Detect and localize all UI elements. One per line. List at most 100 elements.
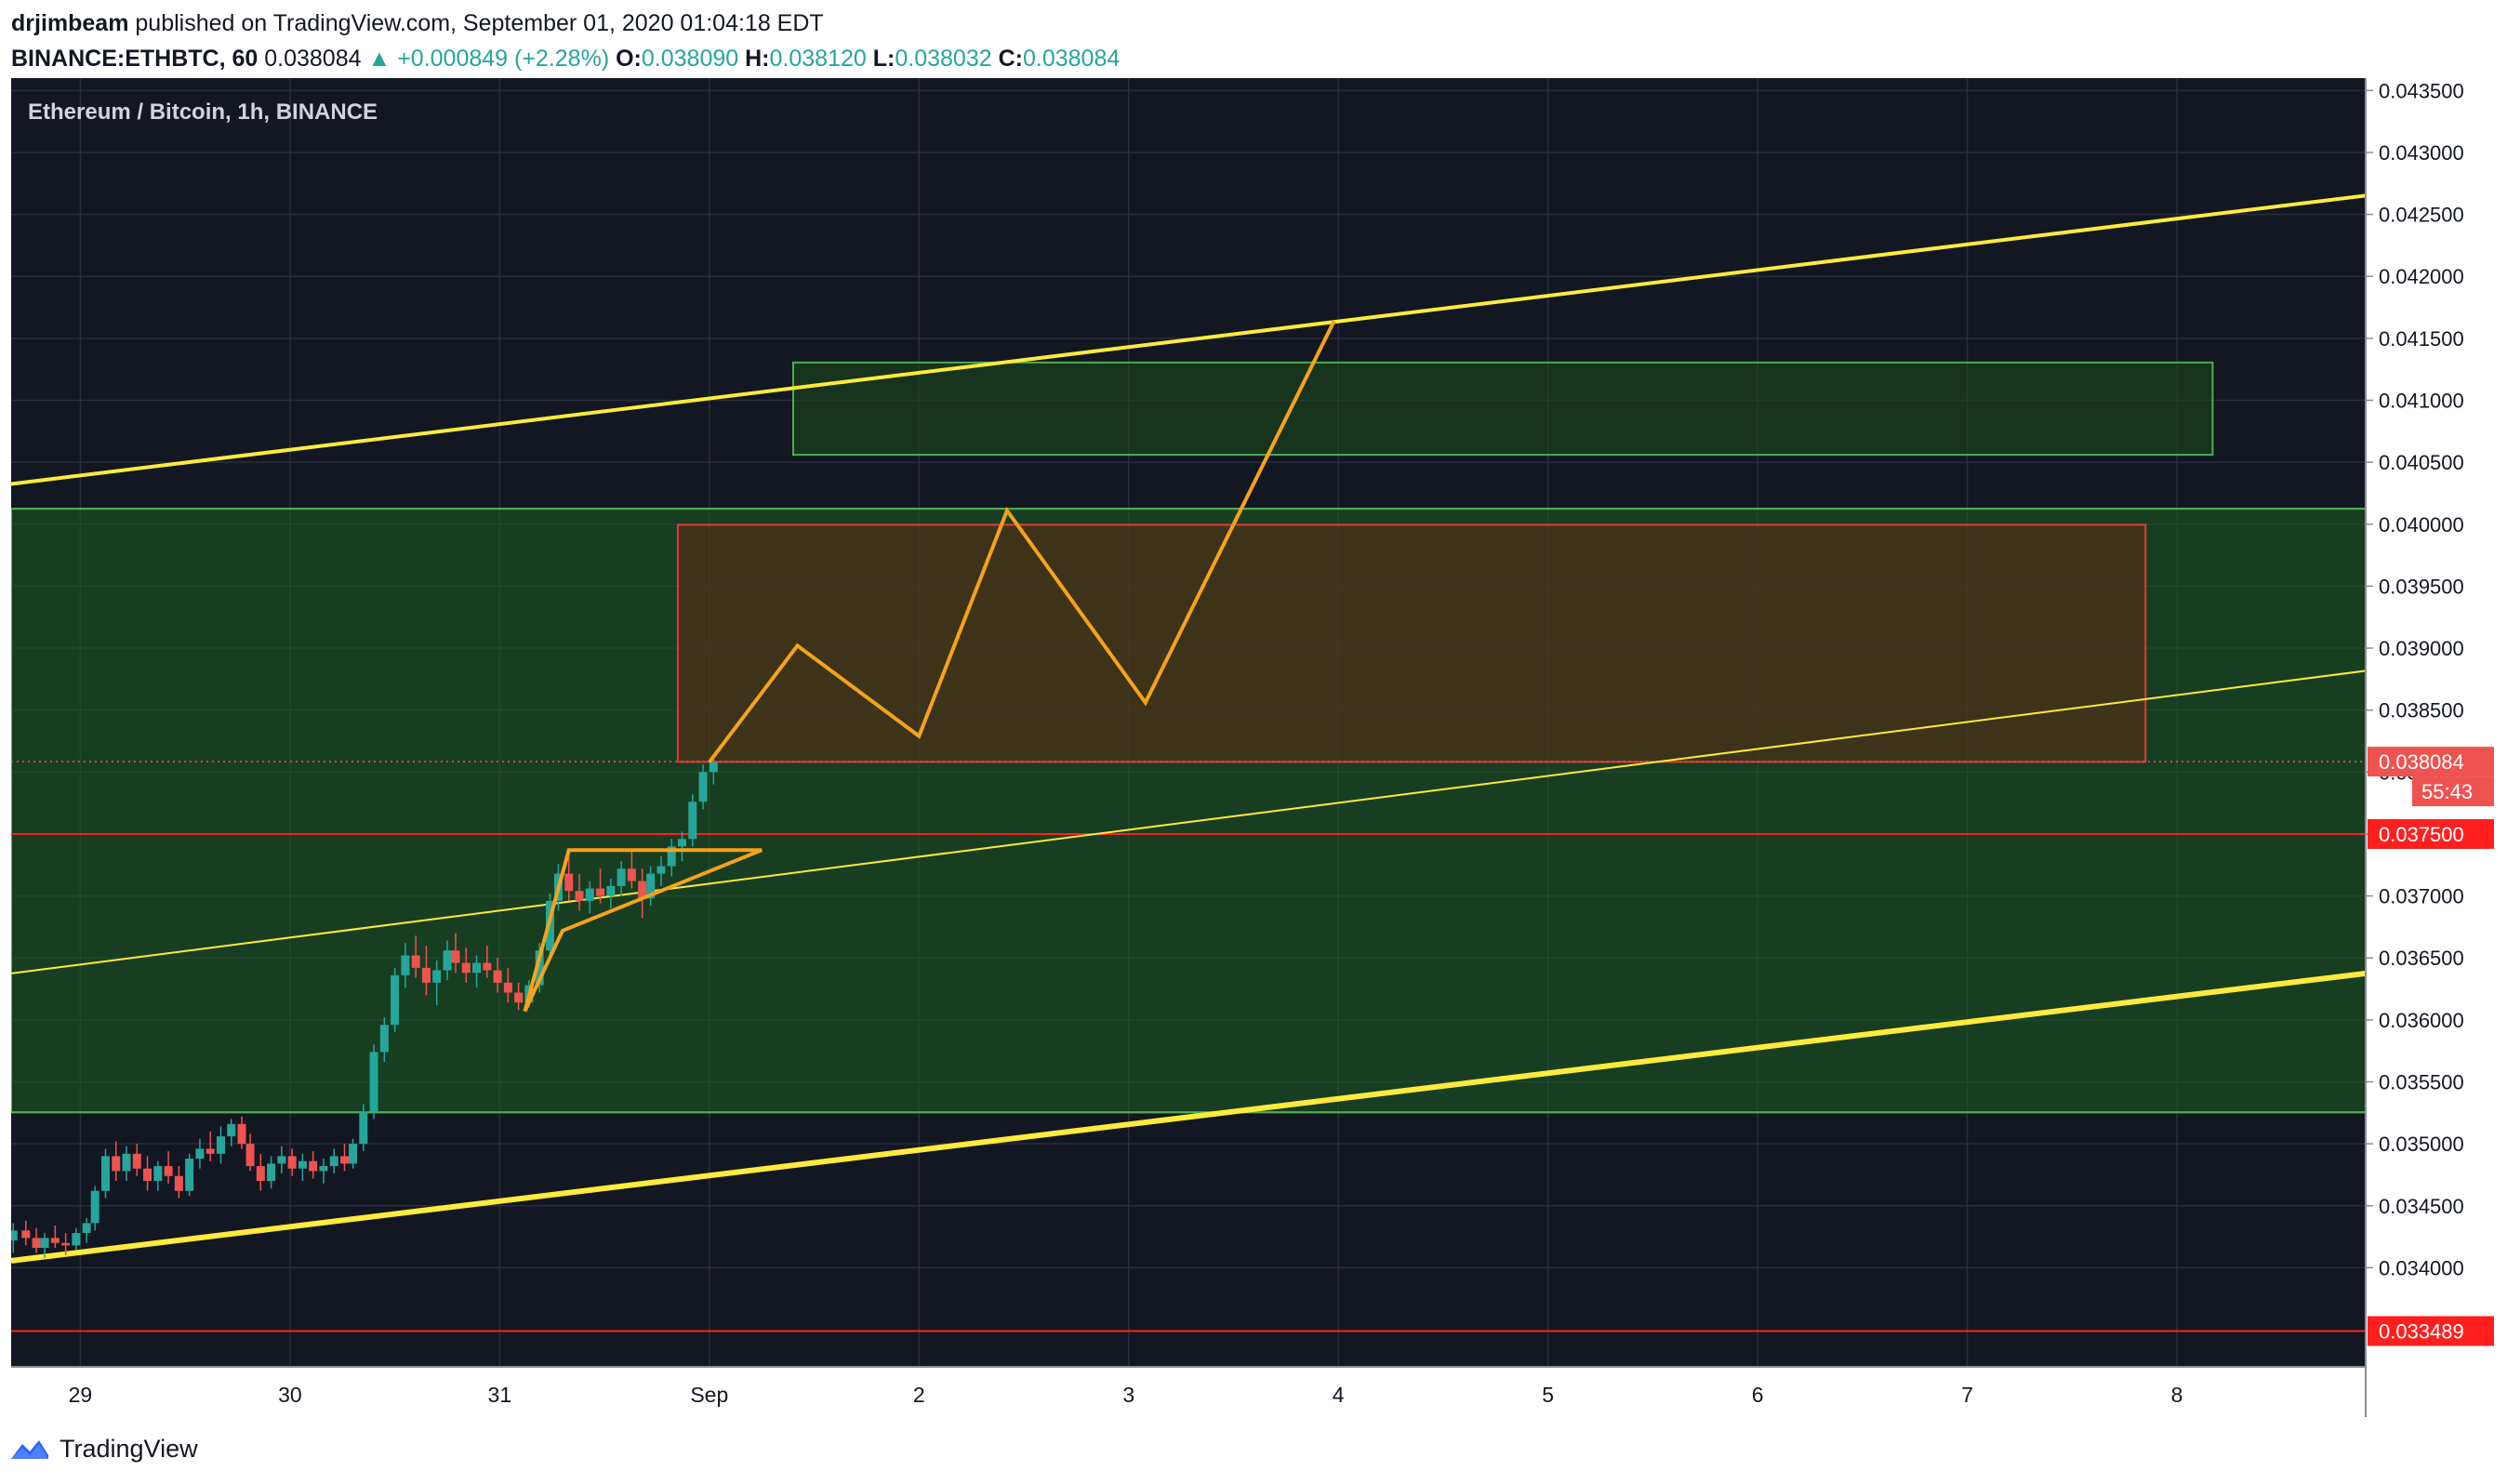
candle-body [267, 1163, 276, 1182]
symbol-line: BINANCE:ETHBTC, 60 0.038084 ▲ +0.000849 … [11, 41, 2485, 76]
candle-body [391, 974, 400, 1026]
price-label-box [2368, 1316, 2494, 1346]
candle-body [401, 955, 410, 975]
publish-line: drjimbeam published on TradingView.com, … [11, 6, 2485, 41]
candle-body [698, 772, 708, 802]
y-tick-label: 0.034500 [2379, 1195, 2464, 1218]
x-tick-label: 31 [488, 1383, 512, 1407]
candle-body [421, 967, 431, 983]
low-value: 0.038032 [895, 46, 992, 72]
candle-body [256, 1166, 265, 1182]
triangle-up-icon: ▲ [367, 46, 391, 72]
tradingview-logo-icon[interactable] [9, 1437, 50, 1461]
price-chart[interactable]: Ethereum / Bitcoin, 1h, BINANCE 0.043500 0… [11, 78, 2496, 1417]
candle-body [245, 1144, 255, 1167]
candle-body [646, 873, 656, 899]
close-label: C: [998, 46, 1023, 72]
y-tick-label: 0.042000 [2379, 265, 2464, 288]
price-label-box [2368, 747, 2494, 777]
candle-body [535, 950, 544, 986]
y-tick-label: 0.035000 [2379, 1133, 2464, 1156]
y-tick-label: 0.038500 [2379, 699, 2464, 722]
price-label-text: 0.038084 [2379, 750, 2464, 774]
candle-body [627, 868, 636, 881]
candle-body [564, 873, 574, 892]
change-value: +0.000849 (+2.28%) [397, 46, 610, 72]
candle-body [667, 846, 676, 867]
candle-body [185, 1159, 194, 1191]
footer: TradingView [9, 1430, 198, 1467]
target-box-zone [791, 361, 2214, 457]
x-tick-label: 29 [69, 1383, 93, 1407]
countdown-box [2412, 776, 2494, 807]
candle-body [596, 888, 605, 896]
candle-body [72, 1233, 81, 1246]
y-tick-label: 0.037000 [2379, 885, 2464, 908]
candle-body [638, 881, 647, 899]
low-label: L: [872, 46, 895, 72]
candle-body [329, 1156, 338, 1167]
middle-line-trendline [11, 669, 2367, 974]
candle-body [657, 866, 666, 874]
author-name[interactable]: drjimbeam [11, 10, 129, 36]
x-tick-label: 30 [278, 1383, 302, 1407]
candle-body [195, 1148, 205, 1159]
x-tick-label: 7 [1961, 1383, 1973, 1407]
y-tick-label: 0.039500 [2379, 575, 2464, 598]
candle-body [216, 1136, 225, 1154]
x-tick-label: 8 [2171, 1383, 2183, 1407]
candle-body [82, 1223, 91, 1234]
y-tick-label: 0.040500 [2379, 451, 2464, 474]
price-label-box [2368, 818, 2494, 849]
candle-body [206, 1148, 215, 1154]
candle-body [503, 982, 512, 993]
candle-body [287, 1156, 297, 1169]
candle-body [369, 1052, 378, 1112]
candle-body [411, 955, 420, 968]
time-axis-background [11, 1367, 2366, 1417]
y-tick-label: 0.041500 [2379, 327, 2464, 351]
candle-body [174, 1175, 183, 1191]
candle-body [359, 1111, 368, 1145]
candle-body [472, 962, 482, 974]
price-label-text: 0.037500 [2379, 823, 2464, 846]
y-tick-label: 0.043500 [2379, 79, 2464, 102]
tradingview-brand[interactable]: TradingView [60, 1434, 198, 1463]
candle-body [11, 1230, 18, 1241]
y-tick-label: 0.042500 [2379, 204, 2464, 227]
candle-body [21, 1230, 31, 1239]
open-label: O: [616, 46, 642, 72]
candle-body [379, 1025, 389, 1053]
publish-header: drjimbeam published on TradingView.com, … [11, 6, 2485, 76]
open-value: 0.038090 [641, 46, 739, 72]
candle-body [461, 962, 471, 974]
candle-body [143, 1168, 153, 1182]
y-tick-label: 0.040000 [2379, 513, 2464, 537]
y-tick-label: 0.035500 [2379, 1070, 2464, 1093]
candle-body [309, 1160, 318, 1172]
candle-body [112, 1156, 121, 1172]
candle-body [32, 1238, 41, 1249]
last-value: 0.038084 [264, 46, 362, 72]
candle-body [237, 1123, 246, 1145]
candle-body [339, 1156, 349, 1164]
candle-body [319, 1166, 328, 1172]
candle-body [227, 1123, 236, 1137]
candle-body [50, 1238, 60, 1243]
candle-body [514, 992, 524, 1003]
upper-channel-trendline [11, 193, 2367, 486]
candle-body [677, 839, 686, 847]
candle-body [349, 1144, 358, 1164]
candle-body [298, 1160, 307, 1169]
candle-body [122, 1153, 131, 1172]
candle-body [100, 1156, 110, 1191]
candle-body [153, 1166, 163, 1182]
symbol-name: BINANCE:ETHBTC, 60 [11, 46, 259, 72]
x-tick-label: 2 [913, 1383, 925, 1407]
high-label: H: [745, 46, 770, 72]
price-label-text: 0.033489 [2379, 1319, 2464, 1343]
lower-channel-trendline [11, 970, 2367, 1264]
candle-body [575, 891, 584, 901]
candle-body [90, 1190, 99, 1224]
candle-body [585, 888, 594, 901]
